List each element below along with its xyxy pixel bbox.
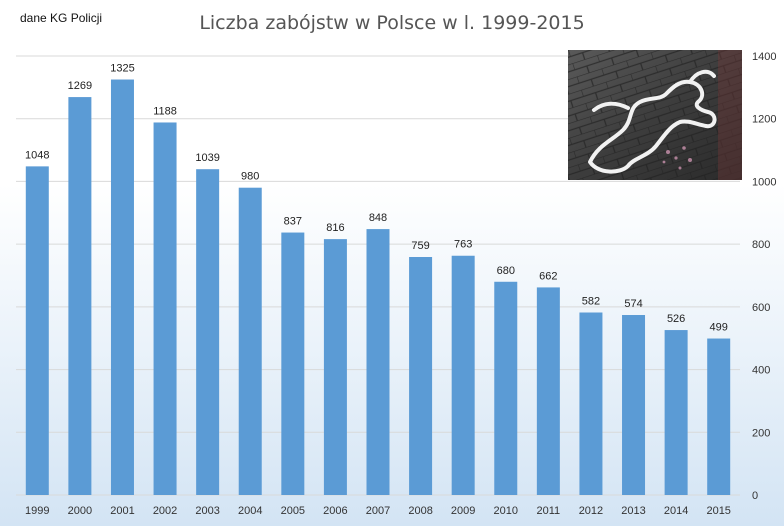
data-label-2000: 1269 [68, 80, 92, 92]
data-label-2009: 763 [454, 239, 472, 251]
bar-2005 [281, 232, 305, 495]
y-tick-label: 800 [752, 239, 770, 251]
x-tick-label-2013: 2013 [621, 505, 645, 517]
x-tick-label-2000: 2000 [68, 505, 92, 517]
bar-2000 [68, 97, 92, 496]
data-labels: 1048 1269 1325 1188 1039 980 837 816 848 759 763 68… [25, 63, 728, 334]
x-tick-label-2012: 2012 [579, 505, 603, 517]
data-label-2015: 499 [710, 322, 728, 334]
x-tick-label-2015: 2015 [706, 505, 730, 517]
bar-1999 [25, 166, 49, 495]
bar-2010 [494, 281, 518, 495]
data-label-2003: 1039 [195, 152, 219, 164]
y-tick-label: 1000 [752, 176, 776, 188]
bar-2007 [366, 229, 390, 495]
data-label-2012: 582 [582, 296, 600, 308]
data-label-2002: 1188 [153, 105, 177, 117]
bar-2008 [409, 256, 433, 495]
y-tick-label: 600 [752, 302, 770, 314]
y-tick-label: 400 [752, 365, 770, 377]
y-tick-label: 200 [752, 427, 770, 439]
data-label-2013: 574 [624, 298, 642, 310]
y-tick-label: 1400 [752, 51, 776, 63]
x-tick-label-2003: 2003 [195, 505, 219, 517]
x-tick-label-2005: 2005 [281, 505, 305, 517]
bar-2014 [664, 330, 688, 495]
x-tick-label-2006: 2006 [323, 505, 347, 517]
data-label-2007: 848 [369, 212, 387, 224]
bar-2006 [323, 239, 347, 495]
bar-2003 [196, 169, 220, 495]
y-tick-label: 0 [752, 490, 758, 502]
bar-2001 [110, 79, 134, 496]
source-note: dane KG Policji [20, 11, 102, 25]
x-axis: 1999 2000 2001 2002 2003 2004 2005 2006 2007 2008… [25, 505, 731, 517]
chart-title: Liczba zabójstw w Polsce w l. 1999-2015 [199, 12, 584, 34]
data-label-2010: 680 [497, 265, 515, 277]
x-tick-label-2014: 2014 [664, 505, 688, 517]
bar-2012 [579, 312, 603, 495]
x-tick-label-2008: 2008 [408, 505, 432, 517]
bar-2013 [622, 315, 646, 495]
bar-2009 [451, 255, 475, 495]
y-axis: 0 200 400 600 800 1000 1200 1400 [752, 51, 776, 502]
data-label-2014: 526 [667, 313, 685, 325]
x-tick-label-2001: 2001 [110, 505, 134, 517]
x-tick-label-1999: 1999 [25, 505, 49, 517]
data-label-2008: 759 [411, 240, 429, 252]
x-tick-label-2007: 2007 [366, 505, 390, 517]
x-tick-label-2004: 2004 [238, 505, 262, 517]
bar-2011 [536, 287, 560, 495]
bar-2004 [238, 187, 262, 495]
chalk-outline-photo [568, 50, 742, 180]
x-tick-label-2010: 2010 [494, 505, 518, 517]
x-tick-label-2009: 2009 [451, 505, 475, 517]
data-label-2011: 662 [539, 270, 557, 282]
x-tick-label-2002: 2002 [153, 505, 177, 517]
data-label-2005: 837 [284, 216, 302, 228]
data-label-1999: 1048 [25, 149, 49, 161]
y-tick-label: 1200 [752, 114, 776, 126]
data-label-2006: 816 [326, 222, 344, 234]
data-label-2001: 1325 [110, 63, 134, 75]
bar-2002 [153, 122, 177, 495]
bars [25, 79, 731, 496]
bar-2015 [707, 338, 731, 495]
x-tick-label-2011: 2011 [537, 505, 561, 517]
data-label-2004: 980 [241, 171, 259, 183]
